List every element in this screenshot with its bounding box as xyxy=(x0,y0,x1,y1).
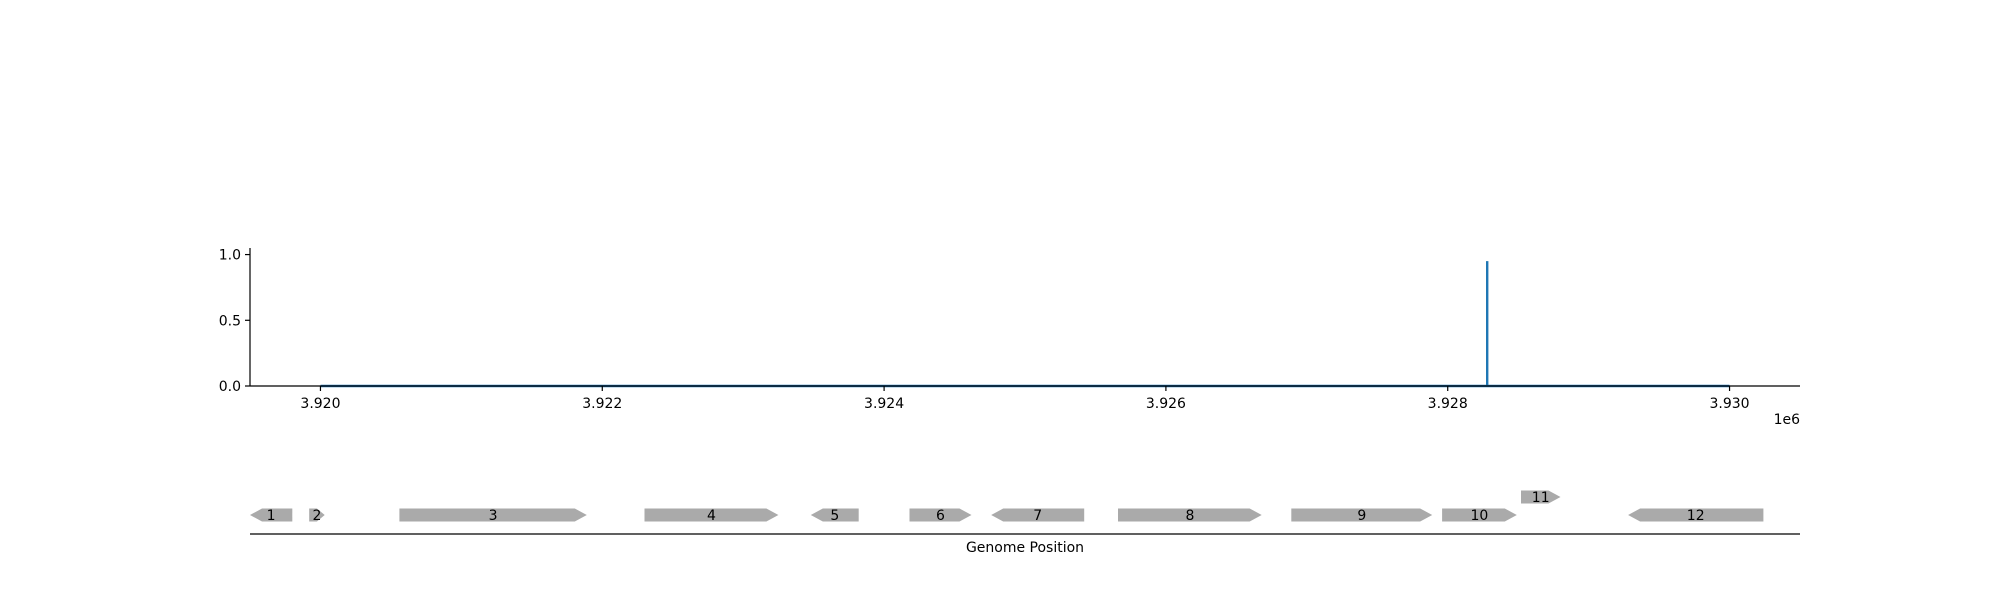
y-tick-label: 0.0 xyxy=(219,379,241,395)
gene-5: 5 xyxy=(810,508,859,524)
x-tick-label: 3.924 xyxy=(864,396,904,412)
gene-1: 1 xyxy=(250,508,293,524)
gene-9: 9 xyxy=(1291,508,1433,524)
gene-label: 1 xyxy=(267,508,276,524)
gene-label: 9 xyxy=(1357,508,1366,524)
gene-arrow xyxy=(250,508,293,522)
gene-arrow xyxy=(309,508,325,522)
gene-label: 8 xyxy=(1185,508,1194,524)
gene-11: 11 xyxy=(1521,490,1561,506)
gene-6: 6 xyxy=(909,508,972,524)
gene-label: 3 xyxy=(489,508,498,524)
gene-arrow xyxy=(810,508,859,522)
gene-arrow xyxy=(1118,508,1262,522)
gene-2: 2 xyxy=(309,508,325,524)
gene-label: 6 xyxy=(936,508,945,524)
gene-label: 7 xyxy=(1033,508,1042,524)
y-ticks: 0.0 0.5 1.0 xyxy=(219,248,250,395)
gene-7: 7 xyxy=(991,508,1085,524)
gene-4: 4 xyxy=(644,508,779,524)
gene-arrow xyxy=(1291,508,1433,522)
gene-8: 8 xyxy=(1118,508,1262,524)
y-tick-label: 1.0 xyxy=(219,248,241,264)
gene-12: 12 xyxy=(1628,508,1764,524)
gene-arrow xyxy=(644,508,779,522)
gene-arrow xyxy=(1521,490,1561,504)
gene-10: 10 xyxy=(1442,508,1517,524)
x-tick-label: 3.922 xyxy=(582,396,622,412)
gene-arrow xyxy=(1628,508,1764,522)
x-tick-label: 3.930 xyxy=(1709,396,1749,412)
x-tick-label: 3.926 xyxy=(1146,396,1186,412)
gene-arrow xyxy=(1442,508,1517,522)
x-tick-label: 3.928 xyxy=(1428,396,1468,412)
x-ticks: 3.920 3.922 3.924 3.926 3.928 3.930 xyxy=(300,386,1750,412)
signal-plot: 3.920 3.922 3.924 3.926 3.928 3.930 0.0 0.5 1.0… xyxy=(219,248,1800,428)
gene-label: 5 xyxy=(830,508,839,524)
gene-arrow xyxy=(991,508,1085,522)
gene-label: 2 xyxy=(312,508,321,524)
x-tick-label: 3.920 xyxy=(300,396,340,412)
y-tick-label: 0.5 xyxy=(219,313,241,329)
gene-label: 12 xyxy=(1687,508,1705,524)
gene-label: 4 xyxy=(707,508,716,524)
gene-label: 10 xyxy=(1470,508,1488,524)
gene-arrow xyxy=(909,508,972,522)
x-offset-label: 1e6 xyxy=(1774,412,1801,428)
gene-label: 11 xyxy=(1532,490,1550,506)
gene-arrow xyxy=(399,508,587,522)
gene-axis-label: Genome Position xyxy=(966,540,1084,556)
gene-3: 3 xyxy=(399,508,587,524)
